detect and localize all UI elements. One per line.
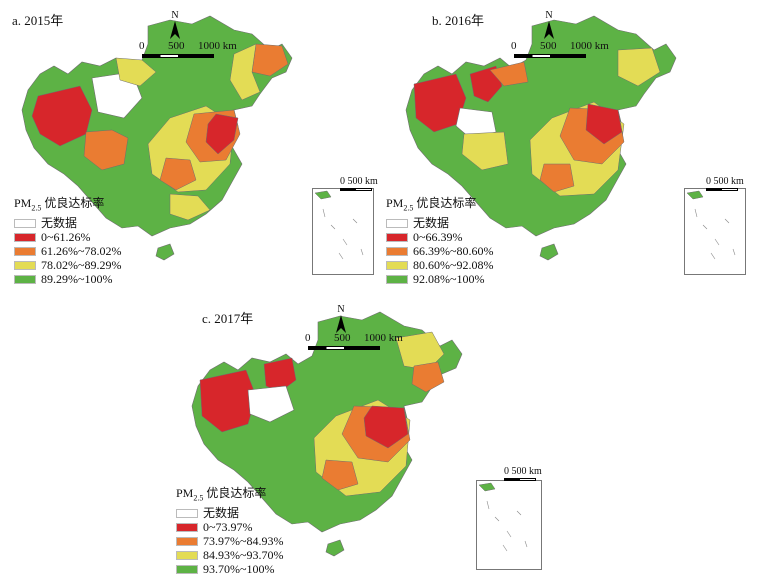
north-arrow-icon	[170, 21, 180, 39]
region-class1	[363, 405, 409, 449]
legend-swatch	[176, 508, 198, 518]
map-panel-2015: a. 2015年 N 0	[12, 10, 380, 286]
legend-item: 无数据	[14, 216, 121, 230]
legend-item: 93.70%~100%	[176, 562, 283, 576]
choropleth-map-2016	[405, 15, 677, 261]
inset-islands	[478, 482, 528, 552]
inset-islands	[314, 190, 364, 260]
north-label: N	[337, 304, 345, 315]
north-label: N	[171, 10, 179, 21]
region-class2	[411, 361, 445, 393]
legend-item: 0~61.26%	[14, 230, 121, 244]
region-class1	[469, 65, 503, 103]
scale-mid: 500	[540, 40, 557, 52]
scale-bar: 0 500 1000 km	[511, 40, 614, 60]
legend-title: PM2.5 优良达标率	[176, 486, 267, 503]
legend-swatch	[176, 564, 198, 574]
legend-swatch	[176, 550, 198, 560]
region-class3	[229, 43, 261, 101]
north-arrow-icon	[544, 21, 554, 39]
map-panel-2017: c. 2017年 N 0 500 1000 km	[170, 298, 570, 577]
panel-title: a. 2015年	[12, 13, 64, 28]
legend-item: 92.08%~100%	[386, 272, 493, 286]
legend-swatch	[386, 246, 408, 256]
region-class3	[115, 57, 157, 87]
legend-swatch	[14, 246, 36, 256]
scale-end: 1000 km	[570, 40, 609, 52]
region-class2	[159, 157, 197, 191]
inset-islands	[686, 190, 736, 260]
legend-swatch	[386, 260, 408, 270]
map-panel-2016: b. 2016年 N 0 500 1000 km	[384, 0, 767, 300]
inset-scale-bar: 0 500 km	[706, 176, 756, 192]
legend: PM2.5 优良达标率 无数据 0~61.26% 61.26%~78.02% 7…	[14, 196, 121, 286]
legend-swatch	[14, 274, 36, 284]
legend: PM2.5 优良达标率 无数据 0~73.97% 73.97%~84.93% 8…	[176, 486, 283, 576]
region-class1	[31, 85, 93, 147]
legend: PM2.5 优良达标率 无数据 0~66.39% 66.39%~80.60% 8…	[386, 196, 493, 286]
region-class3	[617, 47, 661, 87]
scale-zero: 0	[305, 332, 311, 344]
region-class2	[539, 163, 575, 193]
inset-scale-label: 0 500 km	[504, 466, 542, 477]
region-class2	[83, 129, 129, 171]
region-class2	[489, 61, 529, 87]
scale-end: 1000 km	[198, 40, 237, 52]
legend-item: 84.93%~93.70%	[176, 548, 283, 562]
scale-bar: 0 500 1000 km	[305, 332, 408, 352]
legend-swatch	[14, 260, 36, 270]
scale-mid: 500	[334, 332, 351, 344]
scale-mid: 500	[168, 40, 185, 52]
legend-item: 61.26%~78.02%	[14, 244, 121, 258]
region-class1	[199, 369, 257, 433]
legend-item: 无数据	[386, 216, 493, 230]
scale-bar: 0 500 1000 km	[139, 40, 237, 60]
region-no-data	[247, 385, 295, 423]
legend-title: PM2.5 优良达标率	[14, 196, 105, 213]
legend-item: 78.02%~89.29%	[14, 258, 121, 272]
inset-scale-bar: 0 500 km	[504, 466, 554, 482]
legend-swatch	[14, 232, 36, 242]
legend-swatch	[176, 536, 198, 546]
region-class3	[395, 331, 445, 371]
inset-scale-bar: 0 500 km	[340, 176, 380, 192]
legend-item: 0~66.39%	[386, 230, 493, 244]
region-class1	[585, 103, 623, 145]
legend-swatch	[14, 218, 36, 228]
south-china-sea-inset	[684, 188, 746, 275]
legend-item: 80.60%~92.08%	[386, 258, 493, 272]
region-class2	[321, 459, 359, 491]
region-class1	[205, 113, 239, 155]
legend-swatch	[386, 232, 408, 242]
legend-item: 无数据	[176, 506, 283, 520]
inset-scale-label: 0 500 km	[340, 176, 378, 187]
choropleth-map-2015	[21, 15, 293, 261]
legend-item: 66.39%~80.60%	[386, 244, 493, 258]
legend-swatch	[386, 218, 408, 228]
scale-zero: 0	[511, 40, 517, 52]
legend-item: 0~73.97%	[176, 520, 283, 534]
legend-title: PM2.5 优良达标率	[386, 196, 477, 213]
north-arrow-icon	[336, 315, 346, 333]
legend-swatch	[176, 522, 198, 532]
south-china-sea-inset	[312, 188, 374, 275]
north-label: N	[545, 10, 553, 21]
inset-scale-label: 0 500 km	[706, 176, 744, 187]
legend-item: 73.97%~84.93%	[176, 534, 283, 548]
region-class3	[461, 131, 509, 171]
panel-title: b. 2016年	[432, 13, 485, 28]
north-arrow: N	[334, 304, 348, 336]
south-china-sea-inset	[476, 480, 542, 570]
scale-end: 1000 km	[364, 332, 403, 344]
panel-title: c. 2017年	[202, 311, 254, 326]
scale-zero: 0	[139, 40, 145, 52]
choropleth-map-2017	[191, 311, 463, 557]
legend-swatch	[386, 274, 408, 284]
legend-item: 89.29%~100%	[14, 272, 121, 286]
north-arrow: N	[168, 10, 182, 42]
region-class3	[169, 193, 211, 221]
north-arrow: N	[542, 10, 556, 42]
region-class1	[263, 357, 297, 393]
